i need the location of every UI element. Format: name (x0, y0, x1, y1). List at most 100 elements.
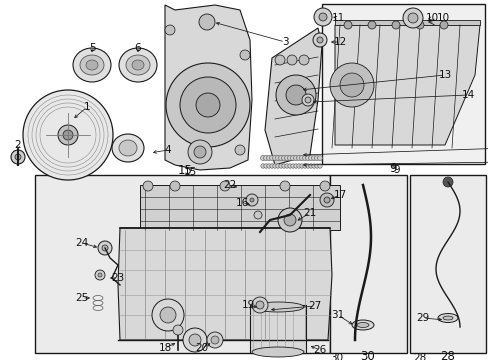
Circle shape (249, 198, 253, 202)
Polygon shape (118, 228, 331, 340)
Circle shape (302, 164, 306, 168)
Circle shape (272, 156, 277, 161)
Circle shape (98, 241, 112, 255)
Circle shape (343, 21, 351, 29)
Ellipse shape (80, 55, 104, 75)
Text: 25: 25 (75, 293, 88, 303)
Text: 24: 24 (75, 238, 88, 248)
Text: 22: 22 (223, 180, 236, 190)
Text: 27: 27 (308, 301, 321, 311)
Circle shape (293, 164, 298, 168)
Circle shape (199, 14, 215, 30)
Ellipse shape (251, 302, 304, 312)
Circle shape (286, 55, 296, 65)
Circle shape (275, 75, 315, 115)
Text: 3: 3 (281, 37, 288, 47)
Circle shape (245, 194, 258, 206)
Ellipse shape (356, 323, 368, 328)
Circle shape (329, 63, 373, 107)
Circle shape (287, 164, 292, 168)
Circle shape (305, 156, 310, 161)
Text: 28: 28 (412, 353, 426, 360)
Text: 30: 30 (330, 353, 343, 360)
Circle shape (308, 164, 312, 168)
Circle shape (296, 156, 301, 161)
Text: 6: 6 (134, 43, 141, 53)
Circle shape (11, 150, 25, 164)
Text: 12: 12 (333, 37, 346, 47)
Circle shape (314, 164, 319, 168)
Circle shape (269, 156, 274, 161)
Bar (321, 4, 484, 164)
Bar (249, 305, 305, 353)
Text: 18: 18 (158, 343, 171, 353)
Text: 4: 4 (164, 145, 171, 155)
Circle shape (274, 55, 285, 65)
Circle shape (280, 181, 289, 191)
Circle shape (302, 94, 313, 106)
Circle shape (285, 85, 305, 105)
Circle shape (220, 181, 229, 191)
Circle shape (206, 332, 223, 348)
Circle shape (256, 301, 264, 309)
Circle shape (263, 164, 267, 168)
Circle shape (170, 181, 180, 191)
Circle shape (187, 140, 212, 164)
Ellipse shape (119, 140, 137, 156)
Polygon shape (264, 28, 321, 165)
Circle shape (317, 164, 322, 168)
Text: 11: 11 (331, 13, 344, 23)
Circle shape (165, 63, 249, 147)
Circle shape (402, 8, 422, 28)
Circle shape (311, 164, 316, 168)
Ellipse shape (437, 314, 457, 323)
Circle shape (442, 177, 452, 187)
Circle shape (15, 154, 21, 160)
Ellipse shape (119, 48, 157, 82)
Text: 14: 14 (461, 90, 474, 100)
Circle shape (235, 145, 244, 155)
Circle shape (58, 125, 78, 145)
Circle shape (302, 156, 307, 161)
Circle shape (439, 21, 447, 29)
Circle shape (312, 33, 326, 47)
Polygon shape (334, 25, 479, 145)
Circle shape (281, 156, 286, 161)
Text: 23: 23 (111, 273, 124, 283)
Ellipse shape (86, 60, 98, 70)
Circle shape (319, 181, 329, 191)
Circle shape (183, 328, 206, 352)
Text: 30: 30 (360, 351, 375, 360)
Circle shape (272, 164, 277, 168)
Circle shape (63, 130, 73, 140)
Circle shape (284, 164, 288, 168)
Text: 10: 10 (425, 13, 438, 23)
Text: 9: 9 (388, 162, 396, 175)
Text: 26: 26 (313, 345, 326, 355)
Circle shape (278, 164, 283, 168)
Circle shape (308, 156, 313, 161)
Circle shape (324, 197, 329, 203)
Ellipse shape (351, 320, 373, 330)
Circle shape (290, 156, 295, 161)
Text: 20: 20 (195, 343, 208, 353)
Text: 9: 9 (393, 165, 400, 175)
Circle shape (269, 164, 274, 168)
Ellipse shape (251, 347, 304, 357)
Circle shape (278, 208, 302, 232)
Circle shape (240, 50, 249, 60)
Text: 13: 13 (437, 70, 451, 80)
Text: 21: 21 (303, 208, 316, 218)
Circle shape (142, 181, 153, 191)
Text: 16: 16 (235, 198, 248, 208)
Text: 17: 17 (333, 190, 346, 200)
Circle shape (287, 156, 292, 161)
Text: 31: 31 (331, 310, 344, 320)
Circle shape (284, 214, 295, 226)
Circle shape (260, 156, 265, 161)
Text: 29: 29 (415, 313, 429, 323)
Circle shape (415, 21, 423, 29)
Polygon shape (164, 5, 251, 170)
Circle shape (313, 8, 331, 26)
Circle shape (319, 193, 333, 207)
